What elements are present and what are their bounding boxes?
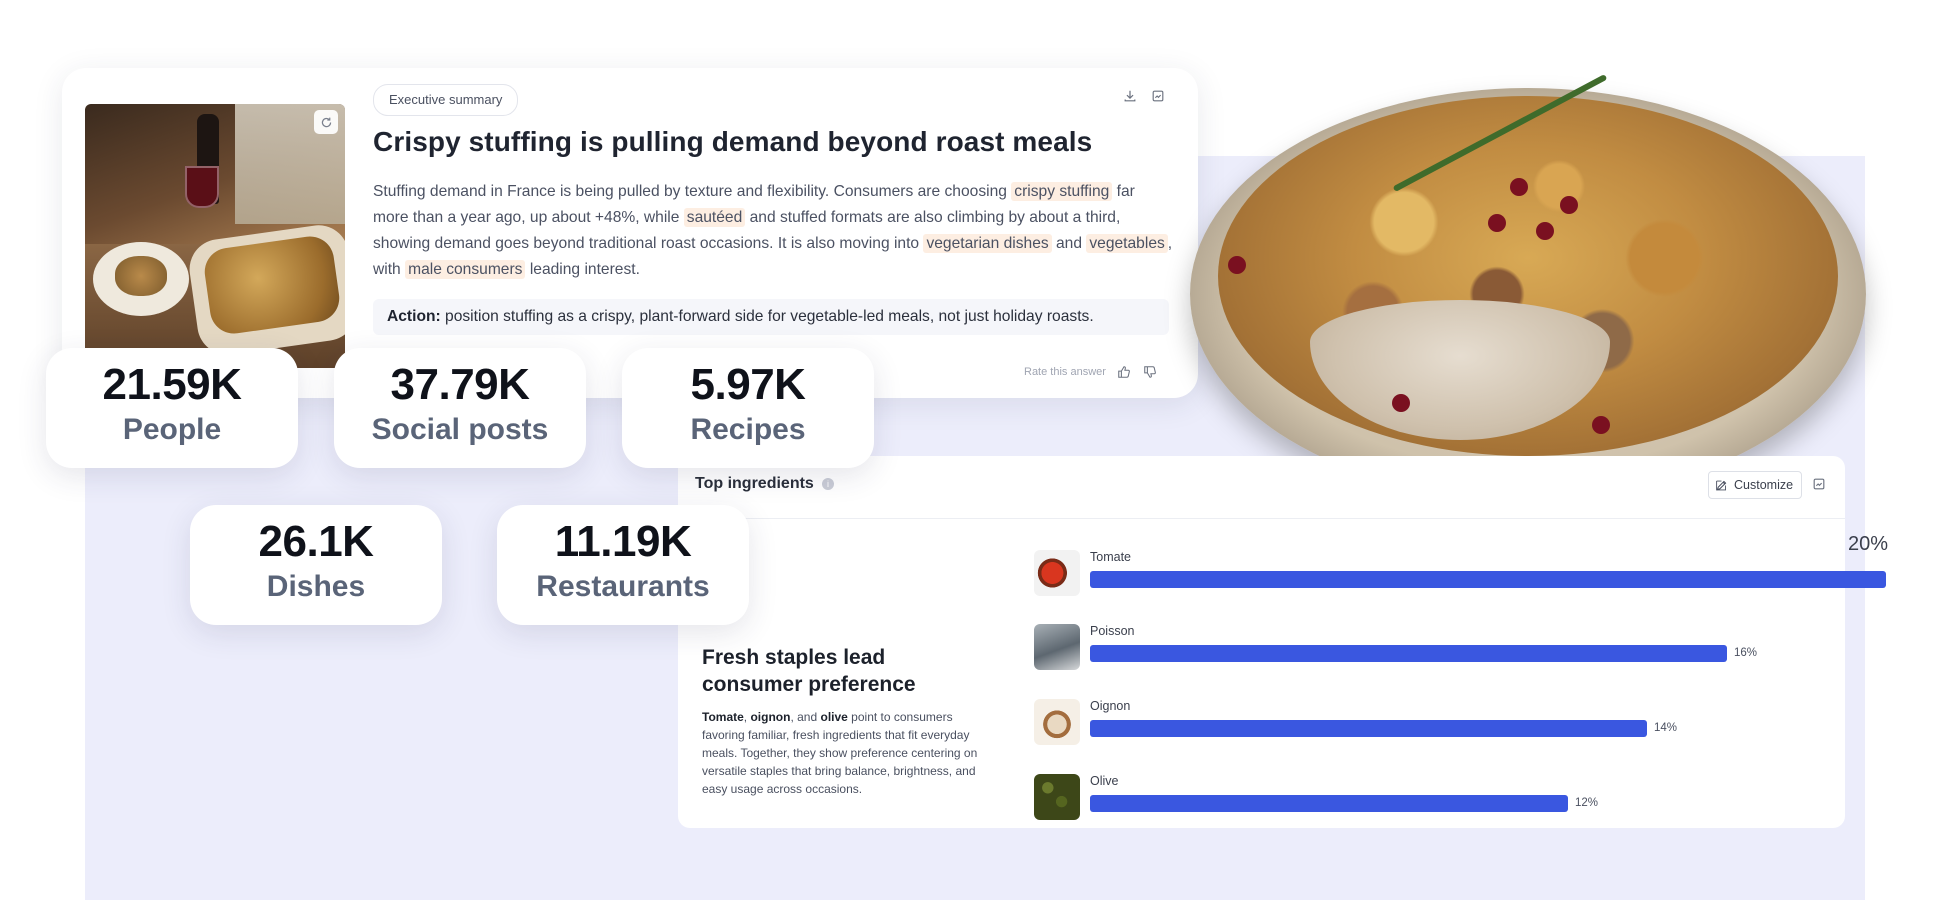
card-header: Top ingredients i Customize bbox=[678, 456, 1845, 519]
stat-card-social-posts: 37.79K Social posts bbox=[334, 348, 586, 468]
cranberry bbox=[1392, 394, 1410, 412]
bar-category-label: Oignon bbox=[1090, 699, 1131, 713]
summary-title: Crispy stuffing is pulling demand beyond… bbox=[373, 126, 1093, 157]
stat-label: Recipes bbox=[690, 413, 806, 446]
export-icon bbox=[1152, 90, 1164, 102]
rate-label: Rate this answer bbox=[1024, 366, 1106, 378]
chart-subtitle: Fresh staples lead consumer preference bbox=[702, 646, 916, 696]
stat-label: People bbox=[122, 413, 222, 446]
stat-label: Restaurants bbox=[536, 570, 710, 603]
bar[interactable] bbox=[1090, 795, 1568, 812]
card-title: Top ingredients bbox=[695, 475, 814, 492]
stuffing-table-photo bbox=[85, 104, 345, 368]
action-label: Action: bbox=[387, 308, 441, 325]
highlight-term: male consumers bbox=[405, 260, 526, 279]
bar-value-label: 12% bbox=[1575, 797, 1599, 809]
download-button[interactable] bbox=[1122, 88, 1138, 104]
cranberry bbox=[1488, 214, 1506, 232]
refresh-icon bbox=[321, 117, 331, 127]
rate-answer: Rate this answer bbox=[1024, 364, 1158, 380]
cranberry bbox=[1536, 222, 1554, 240]
export-icon bbox=[1813, 478, 1825, 490]
highlight-term: vegetarian dishes bbox=[923, 234, 1052, 253]
cranberry bbox=[1228, 256, 1246, 274]
highlight-term: crispy stuffing bbox=[1011, 182, 1113, 201]
export-button[interactable] bbox=[1150, 88, 1166, 104]
executive-summary-tag: Executive summary bbox=[373, 84, 519, 116]
cranberry bbox=[1510, 178, 1528, 196]
ingredient-thumbnail bbox=[1034, 699, 1080, 745]
customize-label: Customize bbox=[1734, 478, 1794, 492]
bar-value-label: 14% bbox=[1654, 722, 1678, 734]
highlight-term: vegetables bbox=[1086, 234, 1168, 253]
chart-description: Tomate, oignon, and olive point to consu… bbox=[702, 710, 978, 796]
bar-category-label: Olive bbox=[1090, 774, 1119, 788]
top-ingredients-card: Top ingredients i Customize Fresh staple… bbox=[678, 456, 1888, 828]
cranberry bbox=[1592, 416, 1610, 434]
thumbs-up-button[interactable] bbox=[1116, 364, 1132, 380]
action-text: position stuffing as a crispy, plant-for… bbox=[440, 308, 1094, 325]
cranberry bbox=[1560, 196, 1578, 214]
highlight-term: sautéed bbox=[683, 208, 746, 227]
bar[interactable] bbox=[1090, 720, 1647, 737]
stat-label: Dishes bbox=[266, 570, 366, 603]
thumbs-up-icon bbox=[1118, 366, 1130, 378]
ingredient-thumbnail bbox=[1034, 624, 1080, 670]
bar-category-label: Poisson bbox=[1090, 624, 1135, 638]
stat-value: 5.97K bbox=[690, 360, 806, 409]
stat-value: 21.59K bbox=[102, 360, 242, 409]
stat-card-people: 21.59K People bbox=[46, 348, 298, 468]
edit-icon bbox=[1716, 480, 1727, 490]
thumbs-down-icon bbox=[1144, 366, 1156, 378]
bar-value-label: 20% bbox=[1848, 533, 1889, 555]
action-callout: Action: position stuffing as a crispy, p… bbox=[373, 299, 1169, 335]
bar[interactable] bbox=[1090, 571, 1886, 588]
stat-label: Social posts bbox=[371, 413, 549, 446]
customize-button[interactable]: Customize bbox=[1708, 471, 1803, 499]
thumbs-down-button[interactable] bbox=[1142, 364, 1158, 380]
stat-value: 37.79K bbox=[390, 360, 530, 409]
bar-value-label: 16% bbox=[1734, 647, 1758, 659]
stat-value: 11.19K bbox=[554, 517, 692, 566]
ingredient-thumbnail bbox=[1034, 774, 1080, 820]
refresh-image-button[interactable] bbox=[314, 110, 338, 134]
bar[interactable] bbox=[1090, 645, 1727, 662]
stat-card-dishes: 26.1K Dishes bbox=[190, 505, 442, 625]
ingredient-thumbnail bbox=[1034, 550, 1080, 596]
summary-body: Stuffing demand in France is being pulle… bbox=[373, 182, 1173, 279]
info-icon[interactable]: i bbox=[822, 478, 834, 490]
stat-card-restaurants: 11.19K Restaurants bbox=[497, 505, 749, 625]
stat-value: 26.1K bbox=[258, 517, 374, 566]
download-icon bbox=[1124, 90, 1136, 102]
stat-card-recipes: 5.97K Recipes bbox=[622, 348, 874, 468]
bar-category-label: Tomate bbox=[1090, 550, 1131, 564]
export-button[interactable] bbox=[1812, 477, 1828, 493]
executive-summary-card: Executive summary Crispy stuffing is pul… bbox=[62, 68, 1198, 398]
